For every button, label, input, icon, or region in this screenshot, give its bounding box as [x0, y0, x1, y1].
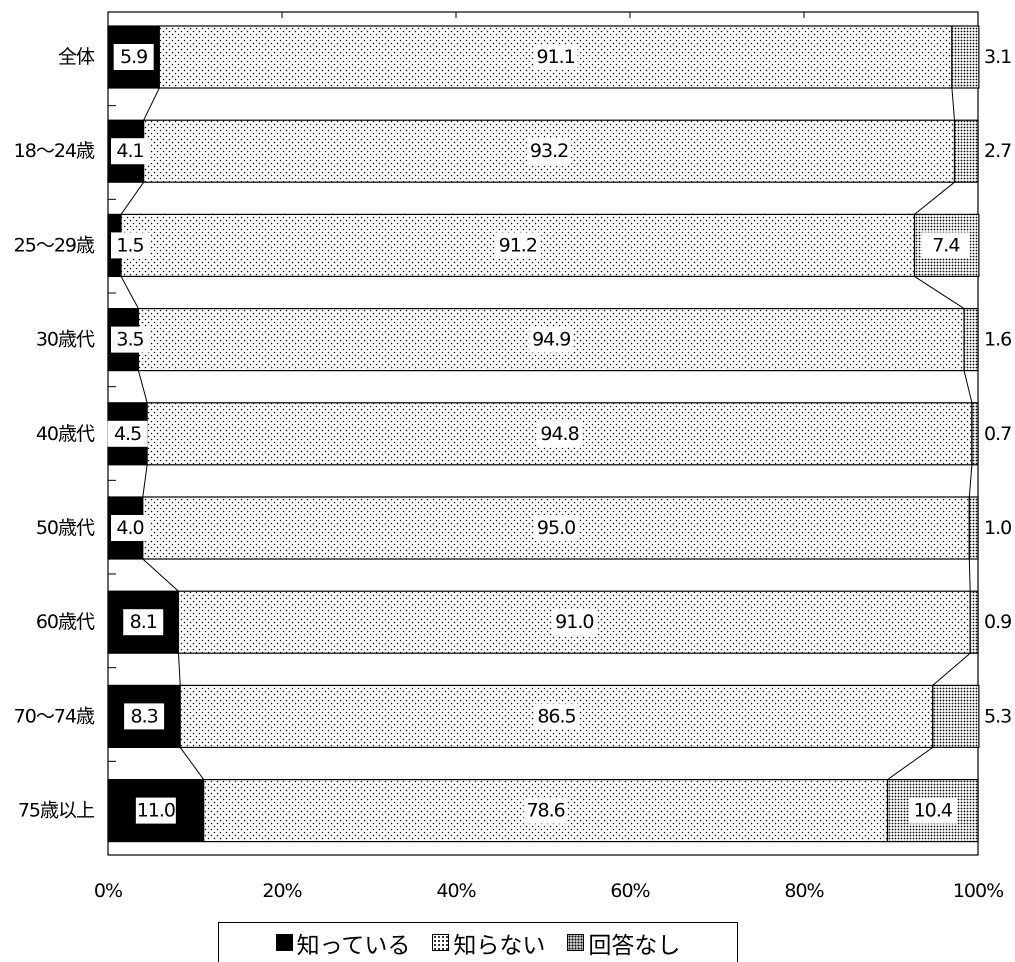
- data-label-box: [111, 515, 149, 541]
- data-label-box: [533, 44, 578, 70]
- bar-segment-3: [932, 684, 980, 749]
- data-label: 8.3: [130, 705, 157, 727]
- series-line: [143, 87, 160, 121]
- data-label: 2.7: [984, 140, 1011, 162]
- series-line: [142, 464, 148, 498]
- category-label: 18～24歳: [14, 140, 95, 162]
- legend-label-no-answer: 回答なし: [588, 932, 681, 959]
- data-label-box: [552, 609, 597, 636]
- data-label: 4.5: [114, 423, 141, 445]
- bar-segment-3: [953, 119, 979, 183]
- series-line: [177, 653, 181, 686]
- series-line: [142, 558, 179, 592]
- x-tick-label: 80%: [784, 880, 823, 902]
- bar-segment-3: [963, 308, 979, 372]
- data-label-box: [523, 797, 568, 824]
- data-label: 10.4: [914, 800, 953, 822]
- data-label: 1.6: [984, 329, 1011, 351]
- bar-segment-3: [969, 590, 979, 654]
- data-label: 86.5: [537, 705, 575, 727]
- category-label: 全体: [58, 46, 95, 68]
- category-label: 25～29歳: [14, 234, 95, 256]
- legend: 知っている 知らない 回答なし: [218, 922, 738, 962]
- plot-area: 全体 5.9 91.1 3.1 18～24歳 4.1 93.2 2.7 25～29歳 1.5 91.…: [14, 11, 1012, 902]
- data-label-box: [123, 609, 164, 636]
- series-line: [179, 747, 205, 780]
- data-label-box: [537, 420, 582, 447]
- data-label: 78.6: [526, 800, 564, 822]
- data-label: 5.9: [120, 46, 147, 68]
- series-line: [120, 276, 139, 309]
- data-label-box: [111, 138, 149, 165]
- data-label: 91.2: [499, 234, 537, 256]
- data-label-box: [107, 420, 148, 447]
- category-label: 70～74歳: [14, 705, 95, 727]
- data-label: 1.5: [116, 234, 143, 256]
- x-tick-label: 0%: [94, 880, 122, 902]
- series-line: [951, 87, 956, 121]
- data-label: 95.0: [537, 517, 575, 539]
- data-label-box: [495, 232, 540, 259]
- x-tick-label: 100%: [953, 880, 1003, 902]
- series-line: [968, 558, 971, 592]
- series-line: [137, 370, 148, 403]
- data-label: 8.1: [130, 611, 157, 633]
- series-line: [968, 464, 973, 498]
- data-label-box: [111, 232, 149, 259]
- x-tick-label: 60%: [610, 880, 649, 902]
- data-label-box: [534, 703, 579, 730]
- data-label: 7.4: [932, 234, 960, 256]
- category-label: 30歳代: [36, 329, 95, 351]
- data-label-box: [527, 138, 572, 165]
- data-label-box: [111, 326, 149, 353]
- series-line: [120, 181, 145, 215]
- bar-segment-3: [971, 402, 979, 466]
- data-label-box: [921, 232, 970, 259]
- data-label-box: [534, 515, 579, 541]
- data-label-box: [113, 44, 154, 70]
- dense-dotted-square-icon: [567, 934, 585, 951]
- data-label: 91.1: [536, 46, 574, 68]
- series-line: [914, 275, 965, 310]
- bar-segment-3: [951, 25, 980, 89]
- legend-item-dont-know: 知らない: [432, 926, 545, 960]
- data-label: 1.0: [984, 517, 1011, 539]
- series-line: [963, 370, 973, 403]
- category-label: 60歳代: [36, 611, 95, 633]
- data-label: 4.1: [116, 140, 143, 162]
- data-label: 11.0: [137, 800, 175, 822]
- data-label: 94.9: [532, 329, 570, 351]
- data-label: 3.5: [116, 329, 143, 351]
- legend-item-know: 知っている: [275, 926, 411, 960]
- series-line: [914, 181, 955, 215]
- data-label: 4.0: [116, 517, 143, 539]
- data-label: 5.3: [984, 705, 1011, 727]
- series-line: [887, 746, 934, 781]
- data-label: 93.2: [530, 140, 568, 162]
- data-label: 3.1: [984, 46, 1011, 68]
- legend-label-know: 知っている: [296, 932, 411, 959]
- x-tick-label: 40%: [436, 880, 475, 902]
- data-label: 91.0: [555, 611, 593, 633]
- data-label: 94.8: [540, 423, 578, 445]
- dotted-square-icon: [432, 934, 450, 951]
- category-label: 50歳代: [36, 517, 95, 539]
- category-label: 75歳以上: [18, 800, 95, 822]
- data-label-box: [908, 797, 957, 824]
- data-label: 0.7: [984, 423, 1011, 445]
- legend-label-dont-know: 知らない: [453, 932, 546, 959]
- x-tick-label: 20%: [262, 880, 301, 902]
- bar-segment-3: [968, 496, 979, 560]
- data-label-box: [135, 797, 176, 824]
- data-label: 0.9: [984, 611, 1011, 633]
- data-label-box: [124, 703, 165, 730]
- category-label: 40歳代: [36, 423, 95, 445]
- legend-item-no-answer: 回答なし: [567, 926, 680, 960]
- data-label-box: [529, 326, 574, 353]
- filled-square-icon: [275, 934, 293, 951]
- series-line: [932, 652, 971, 686]
